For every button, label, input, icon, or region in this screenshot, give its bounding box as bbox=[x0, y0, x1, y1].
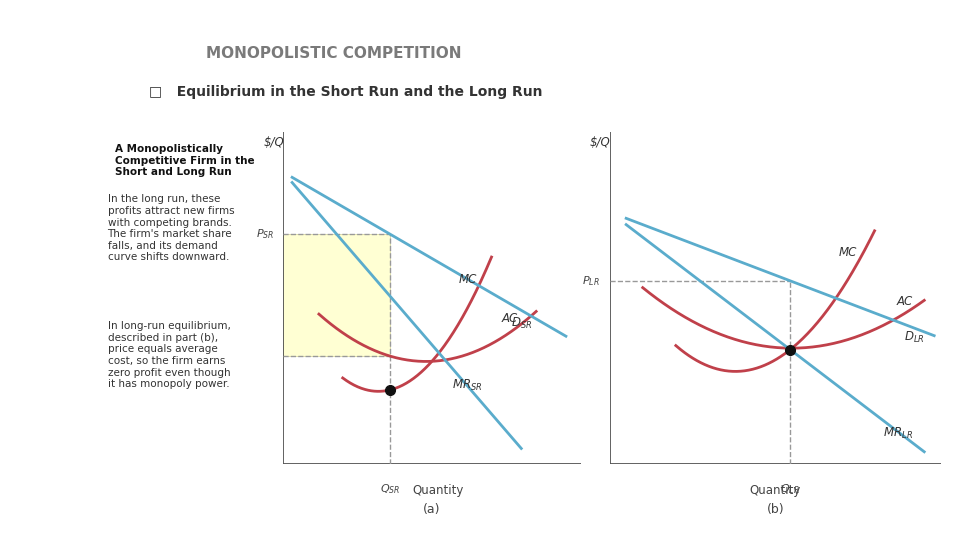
Text: Q$_{LR}$: Q$_{LR}$ bbox=[780, 483, 800, 496]
Text: Quantity: Quantity bbox=[412, 484, 464, 497]
Text: MR$_{SR}$: MR$_{SR}$ bbox=[452, 379, 483, 394]
Text: □   Equilibrium in the Short Run and the Long Run: □ Equilibrium in the Short Run and the L… bbox=[149, 85, 542, 99]
Text: In long-run equilibrium,
described in part (b),
price equals average
cost, so th: In long-run equilibrium, described in pa… bbox=[108, 321, 230, 389]
Text: P$_{SR}$: P$_{SR}$ bbox=[256, 227, 275, 241]
Text: (a): (a) bbox=[423, 503, 441, 516]
Text: $/Q: $/Q bbox=[264, 136, 285, 148]
Text: $/Q: $/Q bbox=[589, 136, 610, 148]
Text: A Monopolistically
Competitive Firm in the
Short and Long Run: A Monopolistically Competitive Firm in t… bbox=[115, 144, 255, 177]
Bar bbox=[283, 234, 391, 356]
Text: MR$_{LR}$: MR$_{LR}$ bbox=[883, 426, 913, 441]
Text: In the long run, these
profits attract new firms
with competing brands.
The firm: In the long run, these profits attract n… bbox=[108, 194, 234, 262]
Text: D$_{SR}$: D$_{SR}$ bbox=[511, 316, 532, 331]
Text: (b): (b) bbox=[766, 503, 784, 516]
Text: Q$_{SR}$: Q$_{SR}$ bbox=[380, 483, 400, 496]
Text: MC: MC bbox=[839, 246, 857, 259]
Text: P$_{LR}$: P$_{LR}$ bbox=[582, 274, 600, 288]
Text: AC: AC bbox=[897, 295, 913, 308]
Text: MONOPOLISTIC COMPETITION: MONOPOLISTIC COMPETITION bbox=[206, 46, 462, 61]
Text: D$_{LR}$: D$_{LR}$ bbox=[904, 330, 924, 346]
Text: MC: MC bbox=[459, 273, 477, 286]
Text: AC: AC bbox=[501, 312, 517, 325]
Text: 12.1: 12.1 bbox=[153, 44, 198, 63]
Text: Quantity: Quantity bbox=[750, 484, 801, 497]
